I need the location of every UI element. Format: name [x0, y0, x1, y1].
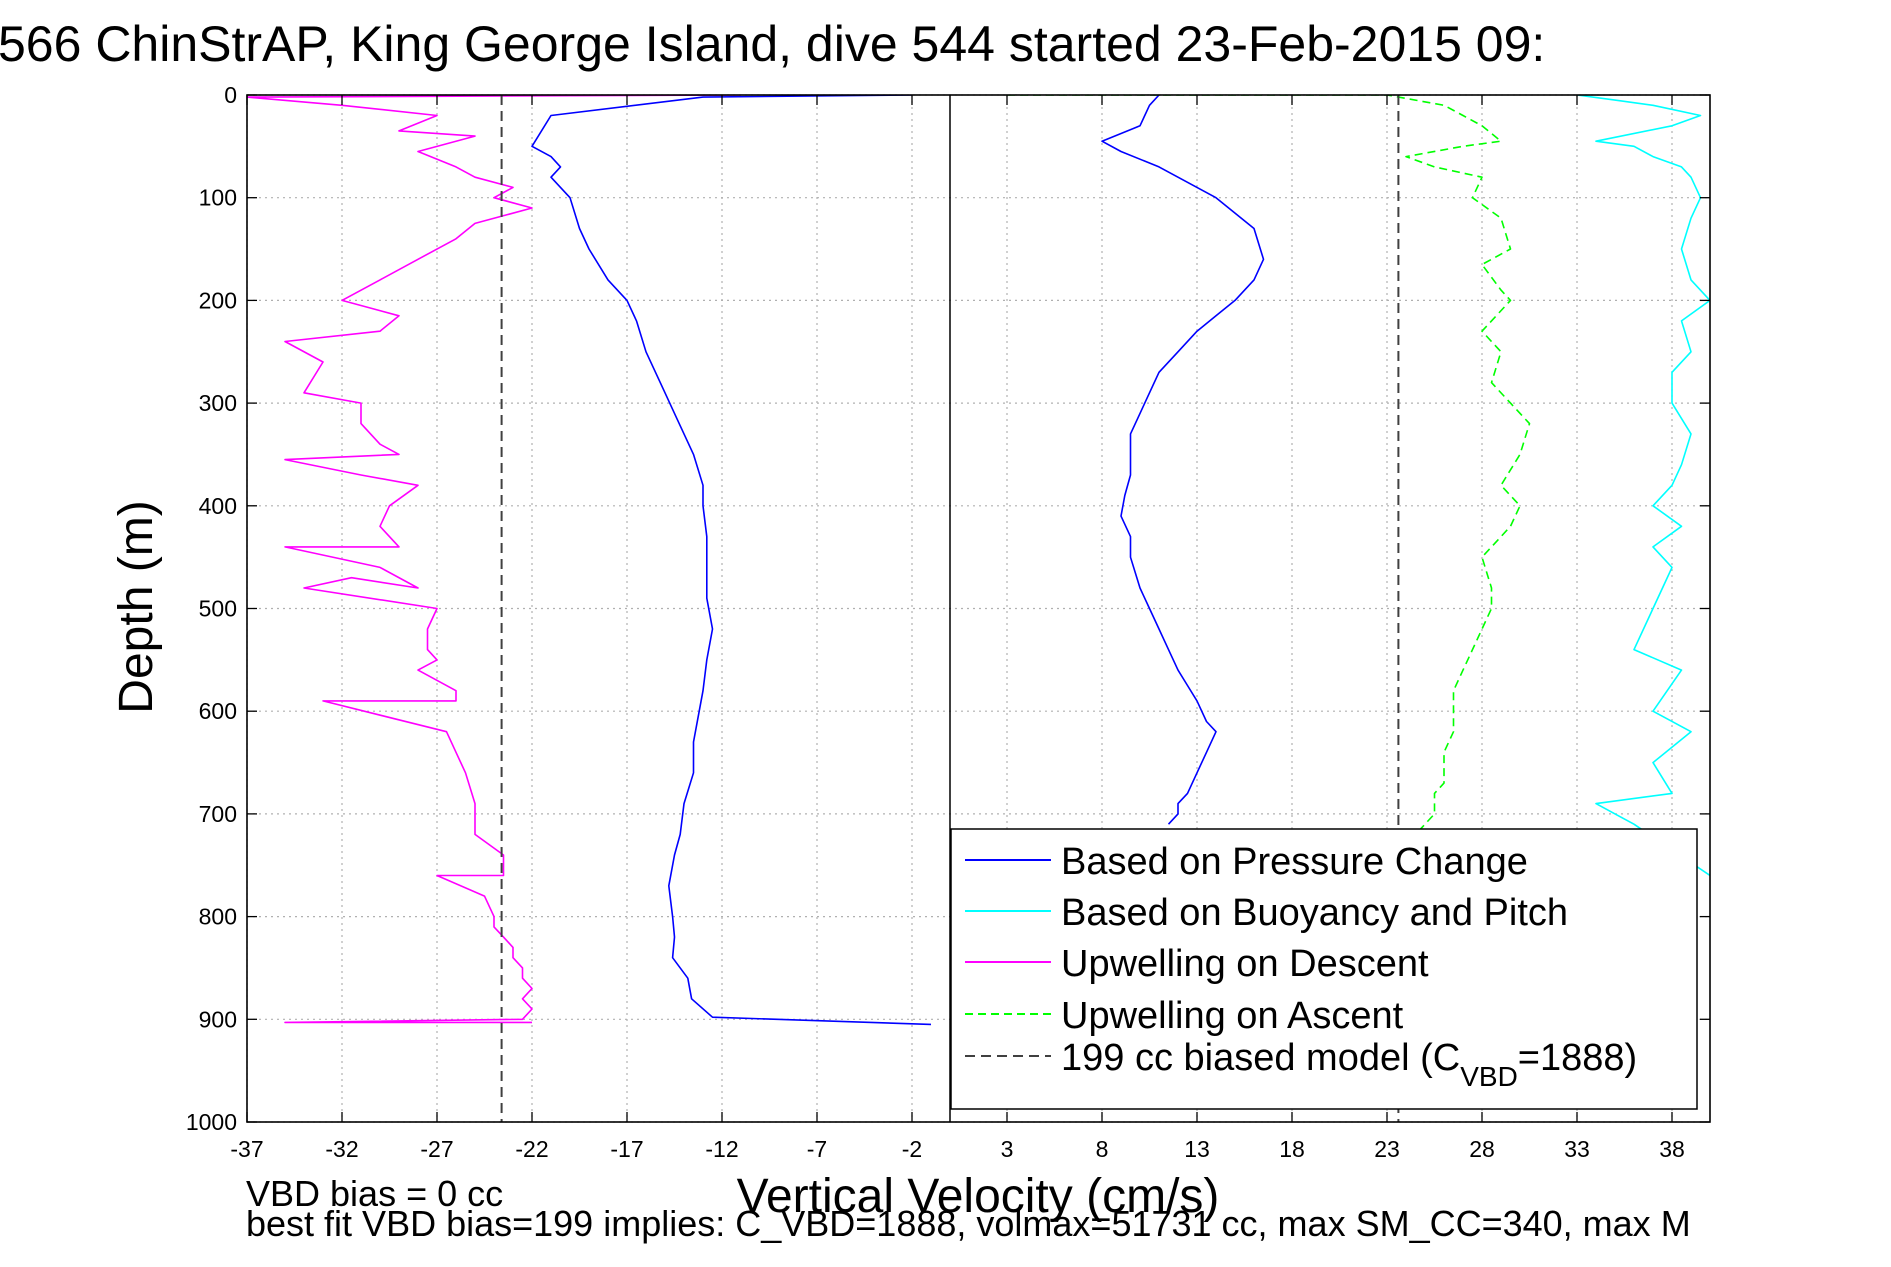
series-layer [247, 95, 1710, 1122]
legend-label-4: Upwelling on Ascent [1061, 995, 1404, 1037]
y-axis-label: Depth (m) [110, 500, 163, 713]
y-tick-label: 0 [224, 82, 237, 108]
x-tick-label: 3 [1001, 1136, 1014, 1162]
series-line-1-part-2 [1101, 95, 1265, 825]
y-tick-label: 800 [199, 904, 237, 930]
best-fit-annotation: best fit VBD bias=199 implies: C_VBD=188… [246, 1203, 1691, 1244]
x-tick-label: 33 [1564, 1136, 1590, 1162]
y-tick-label: 200 [199, 287, 237, 313]
x-tick-label: -32 [325, 1136, 358, 1162]
vbd-bias-annotation: VBD bias = 0 cc [246, 1173, 503, 1214]
y-tick-label: 900 [199, 1006, 237, 1032]
y-tick-label: 100 [199, 185, 237, 211]
legend-label-3: Upwelling on Descent [1061, 943, 1429, 985]
series-line-1-part-1 [531, 95, 932, 1026]
y-tick-label: 700 [199, 801, 237, 827]
y-tick-label: 500 [199, 596, 237, 622]
legend-label-suffix: =1888) [1518, 1037, 1637, 1079]
y-tick-label: 600 [199, 698, 237, 724]
x-tick-label: 8 [1096, 1136, 1109, 1162]
tick-labels: -37 -32 -27 -22 -17 -12 -7 -2 3 8 13 18 23 28 33 380100… [186, 82, 1685, 1162]
x-tick-label: -7 [807, 1136, 827, 1162]
plot-frame [246, 94, 1711, 1123]
series-line-3-part-1 [247, 95, 742, 1024]
legend-label-subscript: VBD [1460, 1061, 1518, 1092]
x-tick-label: -17 [610, 1136, 643, 1162]
x-tick-label: -22 [515, 1136, 548, 1162]
x-tick-label: 23 [1374, 1136, 1400, 1162]
y-tick-label: 1000 [186, 1109, 237, 1135]
x-tick-label: 18 [1279, 1136, 1305, 1162]
legend: Based on Pressure Change Based on Buoyanc… [950, 828, 1698, 1110]
y-tick-label: 300 [199, 390, 237, 416]
y-tick-label: 400 [199, 493, 237, 519]
x-tick-label: 38 [1659, 1136, 1685, 1162]
legend-label-1: Based on Pressure Change [1061, 841, 1528, 883]
series-line-2-part-1 [1576, 95, 1710, 877]
x-tick-label: -12 [705, 1136, 738, 1162]
series-line-4-part-1 [1007, 95, 1531, 855]
chart-title: 566 ChinStrAP, King George Island, dive … [0, 16, 1545, 72]
x-axis-label: Vertical Velocity (cm/s) [737, 1170, 1220, 1223]
x-tick-label: -27 [420, 1136, 453, 1162]
x-tick-label: -2 [902, 1136, 922, 1162]
x-tick-label: 13 [1184, 1136, 1210, 1162]
x-tick-label: 28 [1469, 1136, 1495, 1162]
legend-box [950, 828, 1698, 1110]
x-tick-label: -37 [230, 1136, 263, 1162]
legend-label-2: Based on Buoyancy and Pitch [1061, 892, 1568, 934]
